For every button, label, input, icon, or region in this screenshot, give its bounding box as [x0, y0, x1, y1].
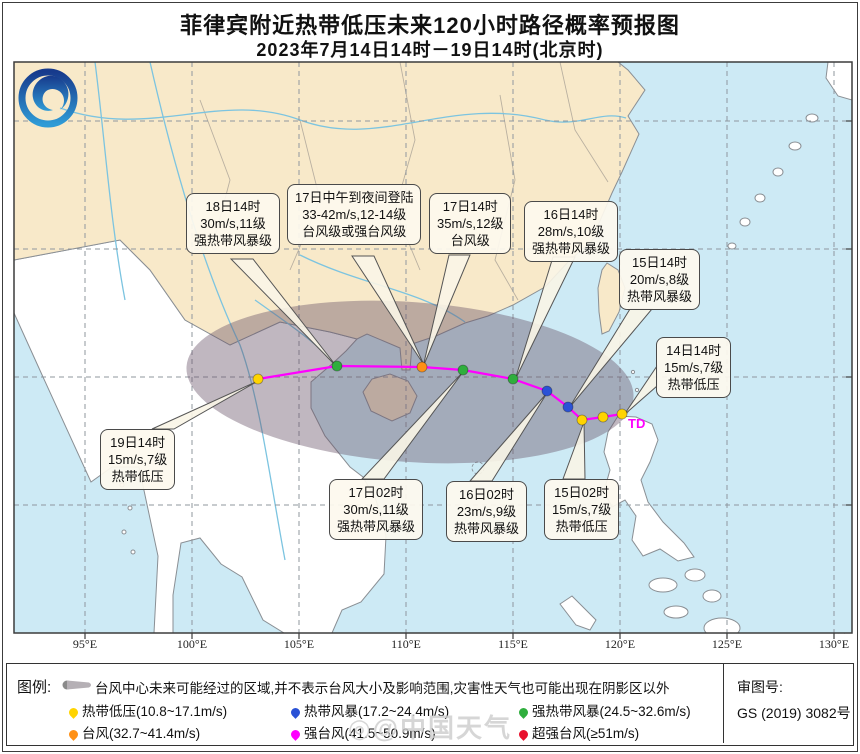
map-frame [13, 61, 853, 634]
current-position-label: TD [628, 416, 646, 431]
lon-label-130e: 130°E [818, 637, 850, 651]
watermark: ◎@中国天气 [348, 713, 513, 743]
ryukyu-island [739, 217, 751, 227]
ryukyu-island [754, 193, 766, 203]
kyushu-island [825, 62, 852, 101]
axis-ticks [84, 120, 852, 639]
forecast-label-15d02h: 15日02时 15m/s,7级 热带低压 [544, 479, 620, 540]
visayas-island [684, 568, 706, 582]
small-island [127, 505, 133, 511]
legend-item-td: 热带低压(10.8~17.1m/s) [67, 700, 227, 720]
lon-label-105e: 105°E [283, 637, 315, 651]
ryukyu-island [772, 167, 784, 177]
forecast-label-landfall: 17日中午到夜间登陆 33-42m/s,12-14级 台风级或强台风级 [287, 184, 422, 245]
ryukyu-island [788, 141, 802, 151]
forecast-label-17d02h: 17日02时 30m/s,11级 强热带风暴级 [329, 479, 424, 540]
lon-label-125e: 125°E [711, 637, 743, 651]
legend-item-ts: 热带风暴(17.2~24.4m/s) [289, 700, 449, 720]
cma-logo [18, 68, 78, 128]
legend-item-ty: 台风(32.7~41.4m/s) [67, 722, 200, 742]
ryukyu-island [805, 113, 819, 123]
typhoon-track-line [257, 364, 623, 422]
legend-cone-text: 台风中心未来可能经过的区域,并不表示台风大小及影响范围,灾害性天气也可能出现在阴… [95, 681, 670, 696]
legend-item-super-ty: 超强台风(≥51m/s) [517, 722, 639, 742]
typhoon-track-points [252, 360, 628, 426]
page-title: 菲律宾附近热带低压未来120小时路径概率预报图 [180, 13, 680, 38]
track-point [252, 373, 264, 385]
palawan-island [559, 595, 597, 631]
mindanao-island [703, 617, 741, 633]
visayas-island [648, 577, 678, 593]
page-subtitle: 2023年7月14日14时－19日14时(北京时) [256, 40, 604, 60]
track-point [416, 361, 428, 373]
legend-item-sty: 强台风(41.5~50.9m/s) [289, 722, 436, 742]
label-leader-tails [151, 254, 658, 482]
lon-label-115e: 115°E [498, 637, 528, 651]
legend: 图例: 台风中心未来可能经过的区域,并不表示台风大小及影响范围,灾害性天气也可能… [6, 663, 854, 746]
ryukyu-island [727, 242, 737, 250]
legend-prefix: 图例: [17, 679, 52, 696]
track-point [597, 411, 609, 423]
lon-label-95e: 95°E [72, 637, 98, 651]
legend-divider [723, 664, 724, 743]
forecast-label-16d14h: 16日14时 28m/s,10级 强热带风暴级 [524, 201, 619, 262]
track-point [331, 360, 343, 372]
lon-label-100e: 100°E [176, 637, 208, 651]
small-island [634, 387, 640, 393]
forecast-label-14d14h: 14日14时 15m/s,7级 热带低压 [656, 337, 732, 398]
forecast-label-17d14h: 17日14时 35m/s,12级 台风级 [429, 193, 512, 254]
visayas-island [702, 589, 722, 603]
forecast-label-16d02h: 16日02时 23m/s,9级 热带风暴级 [446, 481, 528, 542]
forecast-label-15d14h: 15日14时 20m/s,8级 热带风暴级 [619, 249, 701, 310]
lon-label-110e: 110°E [391, 637, 421, 651]
track-point [457, 364, 469, 376]
forecast-label-18d14h: 18日14时 30m/s,11级 强热带风暴级 [186, 193, 281, 254]
track-point [541, 385, 553, 397]
small-island [630, 369, 636, 375]
cone-legend-icon [62, 680, 91, 690]
small-island [130, 549, 136, 555]
track-point [562, 401, 574, 413]
legend-item-sts: 强热带风暴(24.5~32.6m/s) [517, 700, 691, 720]
small-island [121, 529, 127, 535]
lon-label-120e: 120°E [604, 637, 636, 651]
track-point [507, 373, 519, 385]
map-approval-number: 审图号: GS (2019) 3082号 [737, 679, 851, 721]
visayas-island [663, 605, 689, 619]
forecast-label-19d14h: 19日14时 15m/s,7级 热带低压 [100, 429, 176, 490]
track-point [616, 408, 628, 420]
track-point [576, 414, 588, 426]
